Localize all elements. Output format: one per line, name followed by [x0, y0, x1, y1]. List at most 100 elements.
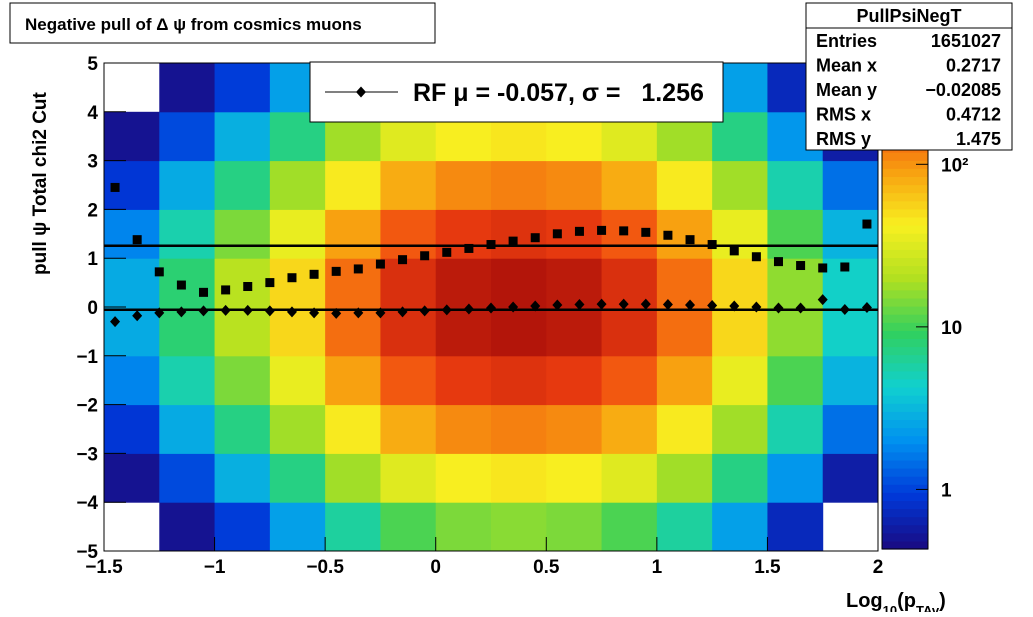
- heat-cell: [104, 355, 160, 406]
- color-bar-step: [882, 395, 928, 404]
- y-tick-label: 3: [87, 152, 98, 173]
- diamond-marker: [508, 301, 519, 313]
- color-bar-step: [882, 443, 928, 453]
- heat-cell: [822, 160, 879, 210]
- color-bar-step: [882, 241, 928, 250]
- diamond-marker: [397, 306, 408, 318]
- y-tick-label: −5: [76, 542, 98, 563]
- heat-cell: [104, 209, 160, 259]
- diamond-marker: [264, 305, 275, 317]
- stats-key: RMS y: [816, 129, 871, 149]
- diamond-marker: [353, 307, 364, 319]
- color-bar-step: [882, 451, 928, 461]
- y-tick-label: 2: [87, 200, 98, 221]
- heat-cell: [380, 453, 437, 503]
- stats-key: Mean y: [816, 80, 877, 100]
- color-bar-step: [882, 306, 928, 315]
- heat-cell: [435, 404, 492, 454]
- square-marker: [132, 235, 142, 245]
- color-bar-step: [882, 500, 928, 510]
- color-bar-step: [882, 160, 928, 169]
- heatmap: [104, 63, 879, 552]
- diamond-marker: [198, 305, 209, 317]
- heat-cell: [656, 453, 713, 503]
- heat-cell: [159, 209, 216, 259]
- square-marker: [685, 235, 695, 245]
- heat-cell: [214, 355, 271, 406]
- y-tick-label: −4: [76, 493, 98, 514]
- diamond-marker: [618, 298, 629, 310]
- square-marker: [375, 259, 385, 269]
- heat-cell: [214, 404, 271, 454]
- square-marker: [398, 255, 408, 265]
- heat-cell: [601, 355, 658, 406]
- overlay: −1.5 −1 −0.5 0 0.5 1 1.5 2 −5 −4 −3 −2 −1 0 1 2 3 4 5 RF μ …: [76, 2, 1013, 578]
- square-marker: [353, 264, 363, 274]
- diamond-marker: [707, 300, 718, 312]
- diamond-marker: [419, 305, 430, 317]
- square-marker: [199, 287, 209, 297]
- x-tick-label: −0.5: [306, 557, 344, 578]
- stats-key: RMS x: [816, 105, 871, 125]
- heat-cell: [214, 63, 271, 113]
- square-marker: [110, 182, 120, 192]
- square-marker: [862, 219, 872, 229]
- color-bar-step: [882, 281, 928, 291]
- y-tick-label: −3: [76, 444, 98, 465]
- diamond-marker: [640, 298, 651, 310]
- square-marker: [707, 240, 717, 250]
- diamond-marker: [154, 307, 165, 319]
- heat-cell: [269, 258, 326, 308]
- heat-cell: [601, 307, 658, 357]
- stats-key: Entries: [816, 31, 877, 51]
- square-marker: [773, 257, 783, 267]
- heat-cell: [104, 307, 160, 357]
- heat-cell: [546, 258, 603, 308]
- heat-cell: [325, 160, 381, 210]
- heat-cell: [159, 502, 216, 552]
- color-bar-step: [882, 322, 928, 331]
- square-marker: [530, 233, 540, 243]
- color-bar-step: [882, 249, 928, 258]
- color-bar-step: [882, 192, 928, 202]
- heat-cell: [767, 307, 824, 357]
- color-bar-step: [882, 176, 928, 186]
- square-marker: [331, 266, 341, 276]
- stats-value: 0.4712: [946, 105, 1001, 125]
- stats-value: 1.475: [956, 129, 1001, 149]
- x-label-part: TAv: [916, 603, 940, 612]
- heat-cell: [767, 258, 824, 308]
- square-marker: [243, 282, 253, 292]
- stats-value: 0.2717: [946, 56, 1001, 76]
- heat-cell: [269, 355, 326, 406]
- heat-cell: [380, 209, 437, 259]
- heat-cell: [269, 502, 326, 552]
- heat-cell: [491, 453, 547, 503]
- heat-cell: [435, 355, 492, 406]
- heat-cell: [325, 404, 381, 454]
- heat-cell: [601, 160, 658, 210]
- square-marker: [420, 251, 430, 261]
- color-bar-step: [882, 314, 928, 323]
- diamond-marker: [486, 302, 496, 314]
- color-bar-step: [882, 403, 928, 412]
- heat-cell: [159, 160, 216, 210]
- heat-cell: [159, 355, 216, 406]
- heat-cell: [104, 111, 160, 162]
- heat-cell: [546, 160, 603, 210]
- color-bar-step: [882, 184, 928, 194]
- heat-cell: [380, 307, 437, 357]
- square-marker: [287, 273, 297, 283]
- diamond-marker: [530, 300, 541, 312]
- heat-cell: [767, 209, 824, 259]
- color-bar-step: [882, 427, 928, 437]
- heat-cell: [380, 160, 437, 210]
- heat-cell: [712, 258, 768, 308]
- diamond-marker: [795, 302, 806, 314]
- square-marker: [508, 236, 518, 246]
- heat-cell: [491, 160, 547, 210]
- heat-cell: [214, 209, 271, 259]
- heat-cell: [325, 258, 381, 308]
- heat-cell: [546, 404, 603, 454]
